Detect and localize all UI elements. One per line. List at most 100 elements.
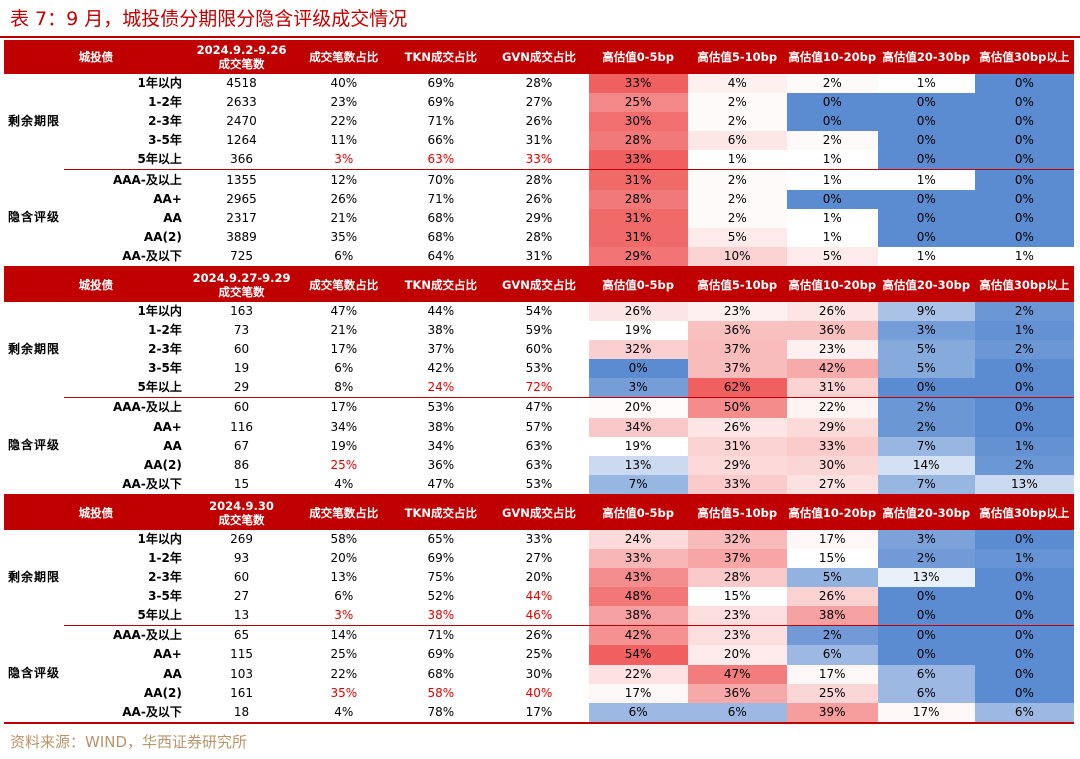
- heat-cell-b30: 0%: [974, 189, 1074, 209]
- ratio-cell-tkn: 65%: [427, 531, 455, 546]
- row-label: 3-5年: [148, 361, 182, 376]
- row-label: 1年以内: [137, 76, 182, 91]
- trade-count: 93: [233, 551, 250, 566]
- heat-cell-b2030: 7%: [877, 474, 975, 496]
- ratio-cell-tkn: 69%: [427, 76, 455, 91]
- heat-cell-b05: 29%: [588, 246, 688, 268]
- heat-cell-b2030: 5%: [877, 340, 975, 360]
- trade-count: 161: [230, 685, 253, 700]
- heat-cell-b2030: 5%: [877, 359, 975, 379]
- period-range: 2024.9.2-9.26: [196, 43, 287, 57]
- heat-cell-b1020: 25%: [786, 683, 878, 703]
- ratio-cell-tkn: 44%: [427, 303, 455, 318]
- heat-cell-b30: 6%: [974, 702, 1074, 724]
- ratio-cell-share: 35%: [330, 229, 358, 244]
- heat-cell-b510: 36%: [687, 683, 787, 703]
- row-label: 1年以内: [137, 531, 182, 546]
- heat-cell-b30: 0%: [974, 683, 1074, 703]
- header-column: 高估值5-10bp: [687, 495, 787, 530]
- period-range: 2024.9.30: [209, 498, 274, 513]
- table-row: AA(2) 161 35% 58% 40% 17% 36% 25% 6% 0%: [4, 683, 1074, 703]
- ratio-cell-share: 6%: [334, 361, 354, 376]
- heat-cell-b30: 2%: [974, 301, 1074, 322]
- heat-cell-b510: 6%: [687, 131, 787, 151]
- heat-cell-b510: 32%: [687, 529, 787, 549]
- ratio-cell-gvn: 25%: [525, 647, 553, 662]
- heat-cell-b1020: 5%: [786, 246, 878, 268]
- heat-cell-b05: 48%: [588, 587, 688, 607]
- group-label: 隐含评级: [4, 169, 64, 268]
- heat-cell-b30: 0%: [974, 208, 1074, 228]
- heat-cell-b30: 0%: [974, 568, 1074, 588]
- heat-cell-b2030: 2%: [877, 548, 975, 569]
- header-period: 2024.9.30 成交笔数: [187, 495, 296, 530]
- table-row: 隐含评级 AAA-及以上 60 17% 53% 47% 20% 50% 22% 2% 0%: [4, 397, 1074, 496]
- heat-cell-b05: 38%: [588, 606, 688, 626]
- trade-count: 115: [230, 647, 253, 662]
- heat-cell-b05: 30%: [588, 112, 688, 132]
- heat-cell-b05: 31%: [588, 227, 688, 247]
- heat-cell-b2030: 13%: [877, 568, 975, 588]
- row-label: 5年以上: [137, 608, 182, 623]
- trade-count: 2317: [226, 210, 257, 225]
- heat-cell-b510: 6%: [687, 702, 787, 724]
- heat-cell-b30: 0%: [974, 529, 1074, 549]
- heat-cell-b510: 50%: [687, 397, 787, 418]
- heat-cell-b2030: 0%: [877, 227, 975, 247]
- ratio-cell-gvn: 33%: [525, 531, 553, 546]
- heat-cell-b1020: 0%: [786, 112, 878, 132]
- trade-count: 29: [233, 380, 250, 395]
- ratio-cell-tkn: 71%: [427, 114, 455, 129]
- header-column: 高估值0-5bp: [588, 495, 688, 530]
- heat-cell-b510: 4%: [687, 74, 787, 94]
- ratio-cell-tkn: 70%: [392, 169, 490, 190]
- heat-cell-b30: 0%: [974, 587, 1074, 607]
- ratio-cell-share: 21%: [330, 323, 358, 338]
- ratio-cell-gvn: 40%: [525, 685, 553, 700]
- trade-count: 2470: [226, 114, 257, 129]
- heat-cell-b2030: 0%: [877, 625, 975, 646]
- header-column: 高估值30bp以上: [974, 495, 1074, 530]
- table-row: AA(2) 86 25% 36% 63% 13% 29% 30% 14% 2%: [4, 455, 1074, 475]
- ratio-cell-tkn: 69%: [427, 95, 455, 110]
- row-label: AA+: [153, 191, 182, 206]
- period-block: 城投债 2024.9.27-9.29 成交笔数 成交笔数占比 TKN成交占比 GVN成交占…: [4, 267, 1074, 496]
- ratio-cell-tkn: 71%: [392, 625, 490, 646]
- heat-cell-b1020: 1%: [786, 150, 878, 170]
- table-row: 5年以上 13 3% 38% 46% 38% 23% 38% 0% 0%: [4, 606, 1074, 626]
- heat-cell-b510: 20%: [687, 645, 787, 665]
- ratio-cell-gvn: 28%: [489, 169, 589, 190]
- trade-count: 60: [233, 570, 250, 585]
- heat-cell-b30: 2%: [974, 455, 1074, 475]
- heat-cell-b30: 0%: [974, 93, 1074, 113]
- trade-count: 19: [233, 361, 250, 376]
- table-row: 1-2年 73 21% 38% 59% 19% 36% 36% 3% 1%: [4, 321, 1074, 341]
- heat-cell-b05: 3%: [588, 378, 688, 398]
- heat-cell-b05: 7%: [588, 474, 688, 496]
- row-label: AA+: [153, 419, 182, 434]
- ratio-cell-gvn: 30%: [525, 666, 553, 681]
- heat-cell-b05: 31%: [588, 208, 688, 228]
- table-row: 剩余期限 1年以内 163 47% 44% 54% 26% 23% 26% 9% 2%: [4, 301, 1074, 356]
- heat-cell-b30: 0%: [974, 74, 1074, 94]
- heat-cell-b1020: 42%: [786, 359, 878, 379]
- table-row: 剩余期限 1年以内 269 58% 65% 33% 24% 32% 17% 3% 0%: [4, 529, 1074, 584]
- header-column: 高估值5-10bp: [687, 40, 787, 74]
- ratio-cell-gvn: 31%: [489, 246, 589, 268]
- heat-cell-b1020: 2%: [786, 74, 878, 94]
- heat-cell-b05: 42%: [588, 625, 688, 646]
- table-row: 隐含评级 AAA-及以上 65 14% 71% 26% 42% 23% 2% 0% 0%: [4, 625, 1074, 724]
- heat-cell-b510: 37%: [687, 359, 787, 379]
- row-label: AA: [163, 438, 182, 453]
- table-row: 3-5年 19 6% 42% 53% 0% 37% 42% 5% 0%: [4, 359, 1074, 379]
- header-row: 城投债 2024.9.27-9.29 成交笔数 成交笔数占比 TKN成交占比 GVN成交占…: [4, 267, 1074, 302]
- row-label: 2-3年: [148, 114, 182, 129]
- heat-cell-b510: 26%: [687, 417, 787, 437]
- group-label: 剩余期限: [7, 114, 60, 129]
- heat-cell-b30: 0%: [974, 378, 1074, 398]
- ratio-cell-tkn: 38%: [427, 323, 455, 338]
- ratio-cell-gvn: 26%: [525, 114, 553, 129]
- trade-count: 725: [187, 246, 296, 268]
- ratio-cell-tkn: 71%: [427, 191, 455, 206]
- ratio-cell-tkn: 68%: [427, 666, 455, 681]
